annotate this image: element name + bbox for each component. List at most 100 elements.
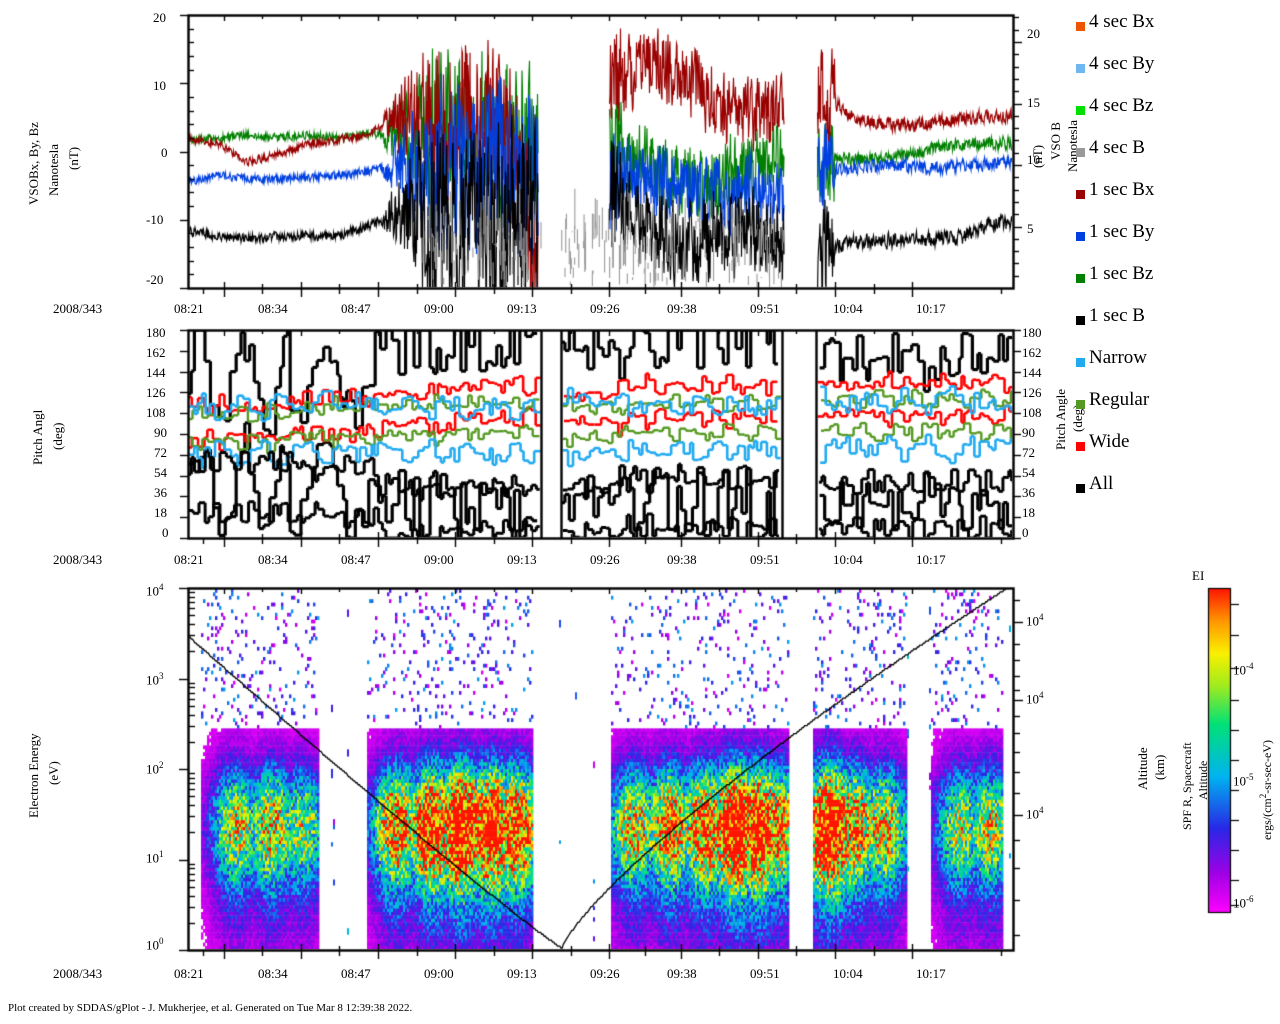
panel3-ytick-2-exponent: 2: [159, 760, 164, 770]
colorbar-side-label-line2: Altitude: [1196, 760, 1210, 800]
legend-label-2: 4 sec Bz: [1089, 95, 1154, 116]
panel3-ytick-4-mantissa: 10: [146, 937, 159, 953]
panel3-xtick-3: 09:00: [424, 966, 454, 981]
legend-swatch-4: [1076, 190, 1085, 199]
panel2-ylabel-line2: (deg): [50, 422, 65, 450]
panel1-xtick-2: 08:47: [341, 301, 371, 316]
panel1-ytick-3: -10: [146, 212, 164, 227]
panel2-ytick-right-8: 36: [1022, 485, 1035, 500]
legend-swatch-7: [1076, 316, 1085, 325]
panel2-ylabel-right-line1: Pitch Angle: [1053, 388, 1068, 450]
panel1-ylabel-line3: (nT): [66, 146, 81, 170]
panel3-xtick-4: 09:13: [507, 966, 537, 981]
legend-label-5: 1 sec By: [1089, 221, 1155, 242]
panel1-ytick-right-1: 15: [1027, 95, 1040, 110]
legend-swatch-6: [1076, 274, 1085, 283]
panel3-ytick-2: 102: [146, 760, 164, 777]
panel2-ytick-right-2: 144: [1022, 365, 1042, 380]
panel2-ytick-6: 72: [154, 445, 167, 460]
panel2-xtick-5: 09:26: [590, 552, 620, 567]
panel3-xtick-5: 09:26: [590, 966, 620, 981]
panel2-ytick-9: 18: [154, 505, 167, 520]
panel2-ytick-right-6: 72: [1022, 445, 1035, 460]
panel3-ylabel-right-line1: Altitude: [1135, 747, 1150, 790]
panel2-ytick-5: 90: [154, 425, 167, 440]
panel1-ytick-right-2: 10: [1027, 152, 1040, 167]
panel3-xtick-6: 09:38: [667, 966, 697, 981]
panel2-ytick-4: 108: [146, 405, 166, 420]
panel2-ytick-8: 36: [154, 485, 167, 500]
colorbar-unit-rest: -sr-sec-eV): [1260, 740, 1274, 794]
panel1-xtick-6: 09:38: [667, 301, 697, 316]
legend-label-4: 1 sec Bx: [1089, 179, 1155, 200]
panel2-ytick-right-3: 126: [1022, 385, 1042, 400]
legend-swatch-2: [1076, 106, 1085, 115]
panel3-ytick-right-0-mantissa: 10: [1026, 613, 1039, 629]
colorbar-unit-label: ergs/(cm2-sr-sec-eV): [1258, 740, 1275, 840]
legend-swatch-8: [1076, 358, 1085, 367]
panel1-xtick-3: 09:00: [424, 301, 454, 316]
panel3-ytick-right-2-mantissa: 10: [1026, 806, 1039, 822]
panel3-ytick-3: 101: [146, 849, 164, 866]
panel3-date-label: 2008/343: [53, 966, 103, 981]
panel1-date-label: 2008/343: [53, 301, 103, 316]
panel3-ylabel-line1: Electron Energy: [26, 733, 41, 818]
legend-swatch-10: [1076, 442, 1085, 451]
panel1-ytick-right-0: 20: [1027, 26, 1040, 41]
legend-swatch-1: [1076, 64, 1085, 73]
panel2-ytick-2: 144: [146, 365, 166, 380]
panel1-ytick-4: -20: [146, 272, 164, 287]
colorbar-tick-0-exponent: -4: [1246, 661, 1254, 671]
panel3-xtick-0: 08:21: [174, 966, 204, 981]
panel1-ylabel-line1: VSOBx, By, Bz: [26, 122, 41, 205]
colorbar-tick-0-mantissa: 10: [1233, 662, 1246, 678]
panel3-ytick-4-exponent: 0: [159, 936, 164, 946]
panel3-ytick-1: 103: [146, 671, 164, 688]
panel2-xtick-8: 10:04: [833, 552, 863, 567]
legend-label-6: 1 sec Bz: [1089, 263, 1154, 284]
panel1-ytick-1: 10: [153, 78, 166, 93]
colorbar-tick-2-mantissa: 10: [1233, 895, 1246, 911]
panel3-ytick-right-2-exponent: 4: [1039, 805, 1044, 815]
panel2-ylabel-line1: Pitch Angl: [30, 409, 45, 465]
panel3-xtick-8: 10:04: [833, 966, 863, 981]
panel1-ytick-right-3: 5: [1027, 221, 1034, 236]
legend-swatch-0: [1076, 22, 1085, 31]
panel1-xtick-4: 09:13: [507, 301, 537, 316]
panel3-xtick-9: 10:17: [916, 966, 946, 981]
colorbar-tick-1-mantissa: 10: [1233, 773, 1246, 789]
legend-label-7: 1 sec B: [1089, 305, 1145, 326]
legend-swatch-9: [1076, 400, 1085, 409]
panel2-xtick-0: 08:21: [174, 552, 204, 567]
panel2-xtick-4: 09:13: [507, 552, 537, 567]
colorbar-tick-2: 10-6: [1233, 894, 1254, 911]
panel1-xtick-5: 09:26: [590, 301, 620, 316]
legend-label-8: Narrow: [1089, 347, 1148, 368]
panel2-xtick-3: 09:00: [424, 552, 454, 567]
panel3-xtick-2: 08:47: [341, 966, 371, 981]
panel2-ytick-right-10: 0: [1022, 525, 1029, 540]
panel3-ytick-1-mantissa: 10: [146, 672, 159, 688]
panel3-ytick-4: 100: [146, 936, 164, 953]
panel2-ytick-1: 162: [146, 345, 166, 360]
panel3-ytick-0-mantissa: 10: [146, 583, 159, 599]
panel3-ytick-right-0: 104: [1026, 612, 1044, 629]
panel3-ytick-right-2: 104: [1026, 805, 1044, 822]
colorbar-unit-sup: 2: [1258, 793, 1268, 799]
panel1-xtick-9: 10:17: [916, 301, 946, 316]
legend-swatch-3: [1076, 148, 1085, 157]
legend-label-1: 4 sec By: [1089, 53, 1155, 74]
panel3-ytick-3-mantissa: 10: [146, 850, 159, 866]
panel1-ytick-0: 20: [153, 10, 166, 25]
panel3-ytick-2-mantissa: 10: [146, 761, 159, 777]
panel3-ytick-right-1: 104: [1026, 690, 1044, 707]
panel2-ytick-right-4: 108: [1022, 405, 1042, 420]
panel1-ylabel-right-line1: VSO B: [1048, 122, 1063, 160]
panel2-xtick-7: 09:51: [750, 552, 780, 567]
panel2-xtick-6: 09:38: [667, 552, 697, 567]
colorbar-tick-1-exponent: -5: [1246, 772, 1254, 782]
panel2-xtick-2: 08:47: [341, 552, 371, 567]
panel2-ytick-right-1: 162: [1022, 345, 1042, 360]
legend-swatch-5: [1076, 232, 1085, 241]
